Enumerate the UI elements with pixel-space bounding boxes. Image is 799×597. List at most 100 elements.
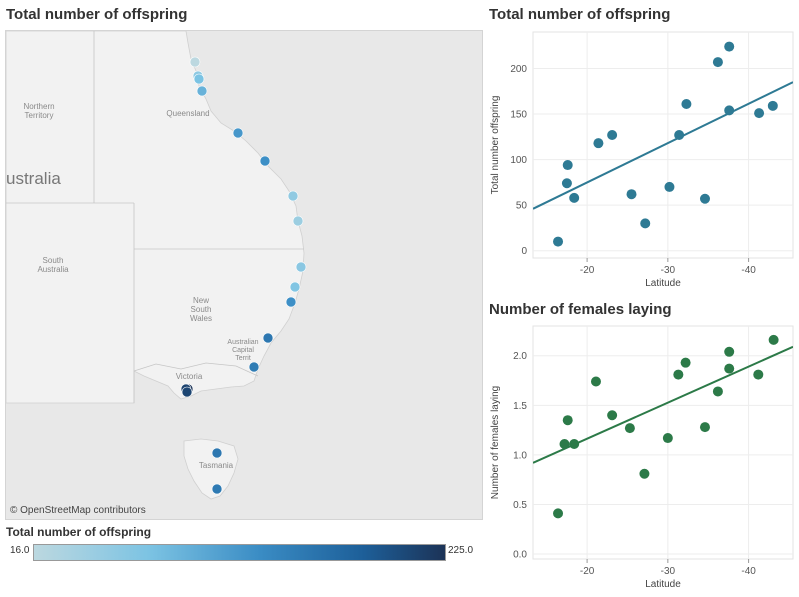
map-labels: Northern Territory Queensland ustralia South… <box>6 102 259 470</box>
map-point[interactable] <box>181 386 193 398</box>
data-point[interactable] <box>607 129 618 140</box>
data-point[interactable] <box>569 438 580 449</box>
data-point[interactable] <box>607 410 618 421</box>
x-tick-label: -30 <box>661 265 676 276</box>
map-canvas[interactable]: Northern Territory Queensland ustralia South… <box>6 31 482 519</box>
map-label-line: Territory <box>25 111 54 120</box>
data-point[interactable] <box>559 438 570 449</box>
data-point[interactable] <box>624 423 635 434</box>
y-tick-label: 0.0 <box>513 550 527 561</box>
data-point[interactable] <box>562 415 573 426</box>
legend-max-label: 225.0 <box>448 545 474 556</box>
data-point[interactable] <box>673 369 684 380</box>
map-label-line: Northern <box>23 102 54 111</box>
map-label-line: Wales <box>190 314 212 323</box>
data-point[interactable] <box>569 192 580 203</box>
y-tick-label: 2.0 <box>513 351 527 362</box>
map-points[interactable] <box>180 56 307 495</box>
x-tick-label: -20 <box>580 566 595 577</box>
offspring-chart-title: Total number of offspring <box>489 6 671 23</box>
data-point[interactable] <box>724 346 735 357</box>
y-tick-label: 100 <box>510 155 527 166</box>
map-point[interactable] <box>287 190 299 202</box>
map-label-line: Tasmania <box>199 461 234 470</box>
data-point[interactable] <box>699 422 710 433</box>
map-point[interactable] <box>289 281 301 293</box>
data-point[interactable] <box>664 181 675 192</box>
map-label-line: Queensland <box>166 109 209 118</box>
map-point[interactable] <box>285 296 297 308</box>
data-point[interactable] <box>553 508 564 519</box>
y-tick-label: 200 <box>510 64 527 75</box>
map-label-victoria: Victoria <box>176 372 203 381</box>
data-point[interactable] <box>562 160 573 171</box>
color-legend-bar <box>33 544 446 561</box>
map-point[interactable] <box>211 483 223 495</box>
map-label-line: ustralia <box>6 169 61 188</box>
x-tick-label: -20 <box>580 265 595 276</box>
data-point[interactable] <box>754 108 765 119</box>
tasmania-landmass <box>183 438 239 500</box>
data-point[interactable] <box>681 98 692 109</box>
data-point[interactable] <box>724 105 735 116</box>
map-attribution: © OpenStreetMap contributors <box>10 505 146 516</box>
map-label-south-australia: South Australia <box>37 256 69 274</box>
map-point[interactable] <box>262 332 274 344</box>
map-point[interactable] <box>232 127 244 139</box>
x-axis-label: Latitude <box>645 579 681 590</box>
map-point[interactable] <box>295 261 307 273</box>
map-point[interactable] <box>196 85 208 97</box>
data-point[interactable] <box>640 218 651 229</box>
data-point[interactable] <box>674 129 685 140</box>
x-tick-label: -30 <box>661 566 676 577</box>
x-tick-label: -40 <box>741 265 756 276</box>
map-label-northern-territory: Northern Territory <box>23 102 54 120</box>
data-point[interactable] <box>768 334 779 345</box>
y-tick-label: 0.5 <box>513 500 527 511</box>
map-point[interactable] <box>292 215 304 227</box>
data-point[interactable] <box>590 376 601 387</box>
state-borders <box>6 31 304 403</box>
data-point[interactable] <box>699 193 710 204</box>
data-point[interactable] <box>767 100 778 111</box>
females-scatter-chart[interactable]: 0.0 0.5 1.0 1.5 2.0 -20 -30 -40 Latitude Number o… <box>484 322 797 590</box>
y-axis-label: Number of females laying <box>490 386 501 499</box>
map-label-act: Australian Capital Territ <box>227 339 258 362</box>
y-tick-label: 0 <box>521 246 527 257</box>
map-label-line: New <box>193 296 209 305</box>
map-point[interactable] <box>189 56 201 68</box>
data-point[interactable] <box>662 433 673 444</box>
map-label-queensland: Queensland <box>166 109 209 118</box>
map-label-line: South <box>43 256 64 265</box>
y-tick-label: 1.5 <box>513 401 527 412</box>
data-point[interactable] <box>680 357 691 368</box>
data-point[interactable] <box>626 189 637 200</box>
map-label-new-south-wales: New South Wales <box>190 296 212 323</box>
trend-line <box>533 81 793 210</box>
y-tick-label: 150 <box>510 110 527 121</box>
data-point[interactable] <box>639 468 650 479</box>
map-label-tasmania: Tasmania <box>199 461 234 470</box>
data-point[interactable] <box>753 369 764 380</box>
y-axis-label: Total number offspring <box>490 96 501 195</box>
data-point[interactable] <box>593 138 604 149</box>
map-label-australia: ustralia <box>6 169 61 188</box>
data-point[interactable] <box>724 41 735 52</box>
females-chart-title: Number of females laying <box>489 301 672 318</box>
data-point[interactable] <box>553 236 564 247</box>
data-point[interactable] <box>712 57 723 68</box>
data-point[interactable] <box>724 363 735 374</box>
x-tick-label: -40 <box>741 566 756 577</box>
map-label-line: Capital <box>232 347 254 354</box>
map-label-line: Victoria <box>176 372 203 381</box>
offspring-scatter-chart[interactable]: 0 50 100 150 200 -20 -30 -40 Latitude Total numbe… <box>484 28 797 290</box>
legend-title: Total number of offspring <box>6 525 152 539</box>
x-axis-label: Latitude <box>645 278 681 289</box>
data-point[interactable] <box>561 178 572 189</box>
map-point[interactable] <box>248 361 260 373</box>
map[interactable]: Northern Territory Queensland ustralia South… <box>5 30 483 520</box>
map-point[interactable] <box>259 155 271 167</box>
map-point[interactable] <box>193 73 205 85</box>
map-point[interactable] <box>211 447 223 459</box>
data-point[interactable] <box>712 386 723 397</box>
